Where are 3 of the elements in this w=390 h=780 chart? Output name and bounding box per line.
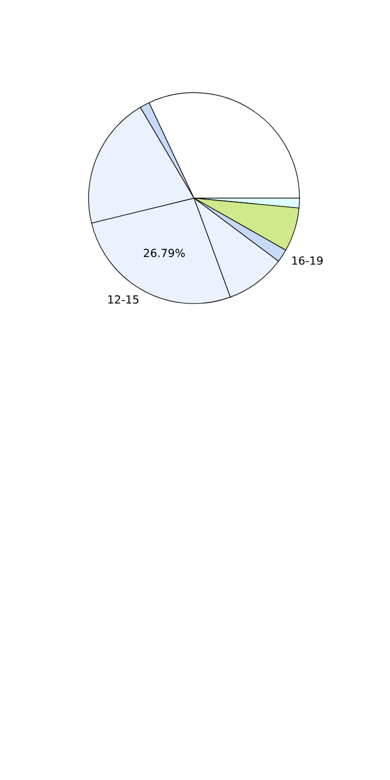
slice-label: 16-19	[292, 256, 323, 265]
data-label: 26.79%	[144, 248, 185, 258]
slice-label: 12-15	[108, 295, 138, 304]
